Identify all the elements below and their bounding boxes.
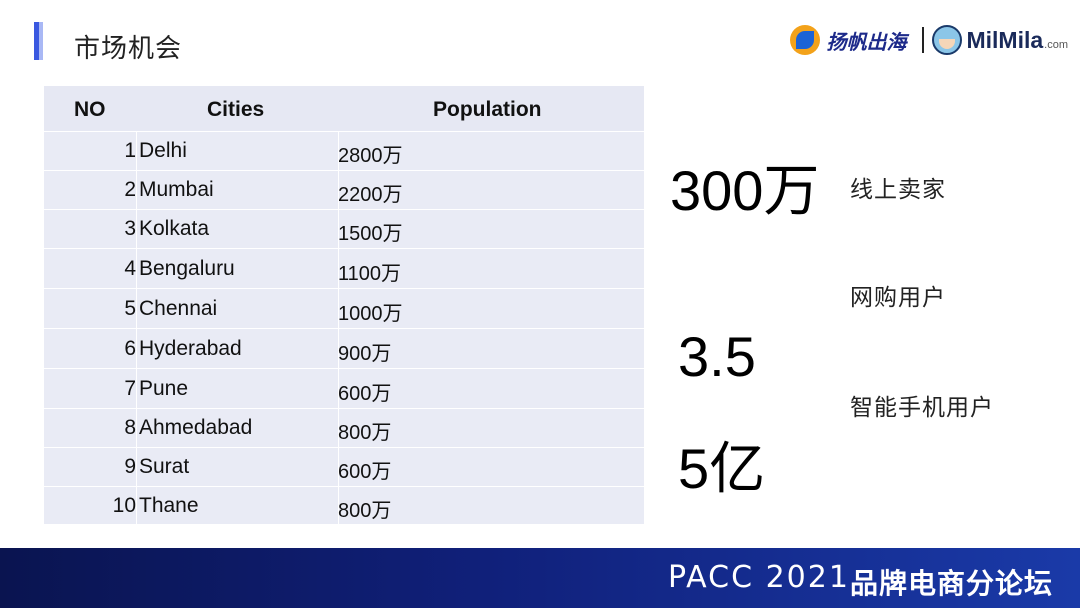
sellers-stat-label: 线上卖家 (850, 177, 946, 203)
table-row: 7 Pune 600万 (44, 370, 644, 409)
milmila-mascot-icon (932, 25, 963, 55)
page-title: 市场机会 (74, 34, 183, 64)
row-city: Chennai (139, 297, 218, 320)
row-number: 4 (124, 257, 136, 280)
row-city: Kolkata (139, 217, 210, 240)
milmila-logo-suffix: .com (1044, 39, 1068, 51)
row-number: 8 (124, 416, 136, 439)
online-shoppers-value: 3.5 (678, 325, 756, 388)
title-accent-bar (34, 22, 43, 60)
row-number: 3 (124, 217, 136, 240)
footer-banner: PACC 2021 品牌电商分论坛 (0, 548, 1080, 608)
table-row: 8 Ahmedabad 800万 (44, 409, 644, 448)
row-city: Mumbai (139, 178, 214, 201)
row-population: 800万 (338, 500, 392, 522)
row-population: 900万 (338, 343, 392, 365)
row-population: 2800万 (338, 145, 403, 167)
header-no: NO (74, 98, 106, 121)
table-row: 5 Chennai 1000万 (44, 290, 644, 329)
pacc-brand: PACC 2021 (668, 560, 850, 595)
row-number: 5 (124, 297, 136, 320)
row-population: 600万 (338, 383, 392, 405)
sellers-stat-value: 300万 (670, 159, 820, 222)
header-population: Population (433, 98, 542, 121)
table-row: 6 Hyderabad 900万 (44, 330, 644, 369)
row-number: 1 (124, 139, 136, 162)
row-population: 1500万 (338, 223, 403, 245)
table-row: 1 Delhi 2800万 (44, 132, 644, 171)
milmila-logo-text: MilMila (966, 26, 1044, 53)
yangfan-logo: 扬帆出海 (790, 25, 906, 55)
row-population: 1100万 (338, 263, 402, 285)
smartphone-users-label: 智能手机用户 (850, 395, 994, 421)
smartphone-users-value: 5亿 (678, 437, 766, 500)
row-number: 10 (112, 494, 136, 517)
header-cities: Cities (207, 98, 265, 121)
row-city: Pune (139, 377, 189, 400)
row-city: Delhi (139, 139, 187, 162)
row-number: 2 (124, 178, 136, 201)
row-population: 2200万 (338, 184, 403, 206)
row-number: 9 (124, 455, 136, 478)
yangfan-logo-text: 扬帆出海 (826, 29, 907, 54)
yangfan-logo-icon (790, 25, 821, 55)
row-city: Bengaluru (139, 257, 235, 280)
row-number: 6 (124, 337, 136, 360)
forum-title: 品牌电商分论坛 (850, 567, 1054, 600)
row-population: 1000万 (338, 303, 403, 325)
row-city: Thane (139, 494, 199, 517)
city-population-table: NO Cities Population 1 Delhi 2800万 2 Mum… (44, 86, 644, 524)
table-row: 3 Kolkata 1500万 (44, 210, 644, 249)
online-shoppers-label: 网购用户 (850, 285, 946, 311)
row-city: Hyderabad (139, 337, 242, 360)
logo-area: 扬帆出海 MilMila .com (790, 18, 1068, 62)
row-number: 7 (124, 377, 136, 400)
column-divider (338, 86, 339, 524)
table-row: 4 Bengaluru 1100万 (44, 250, 644, 289)
table-row: 9 Surat 600万 (44, 448, 644, 487)
column-divider (136, 86, 137, 524)
table-row: 10 Thane 800万 (44, 487, 644, 526)
row-city: Ahmedabad (139, 416, 253, 439)
row-city: Surat (139, 455, 190, 478)
table-header-row: NO Cities Population (44, 86, 644, 132)
table-row: 2 Mumbai 2200万 (44, 171, 644, 210)
logo-divider (922, 27, 925, 53)
row-population: 600万 (338, 461, 392, 483)
row-population: 800万 (338, 422, 392, 444)
